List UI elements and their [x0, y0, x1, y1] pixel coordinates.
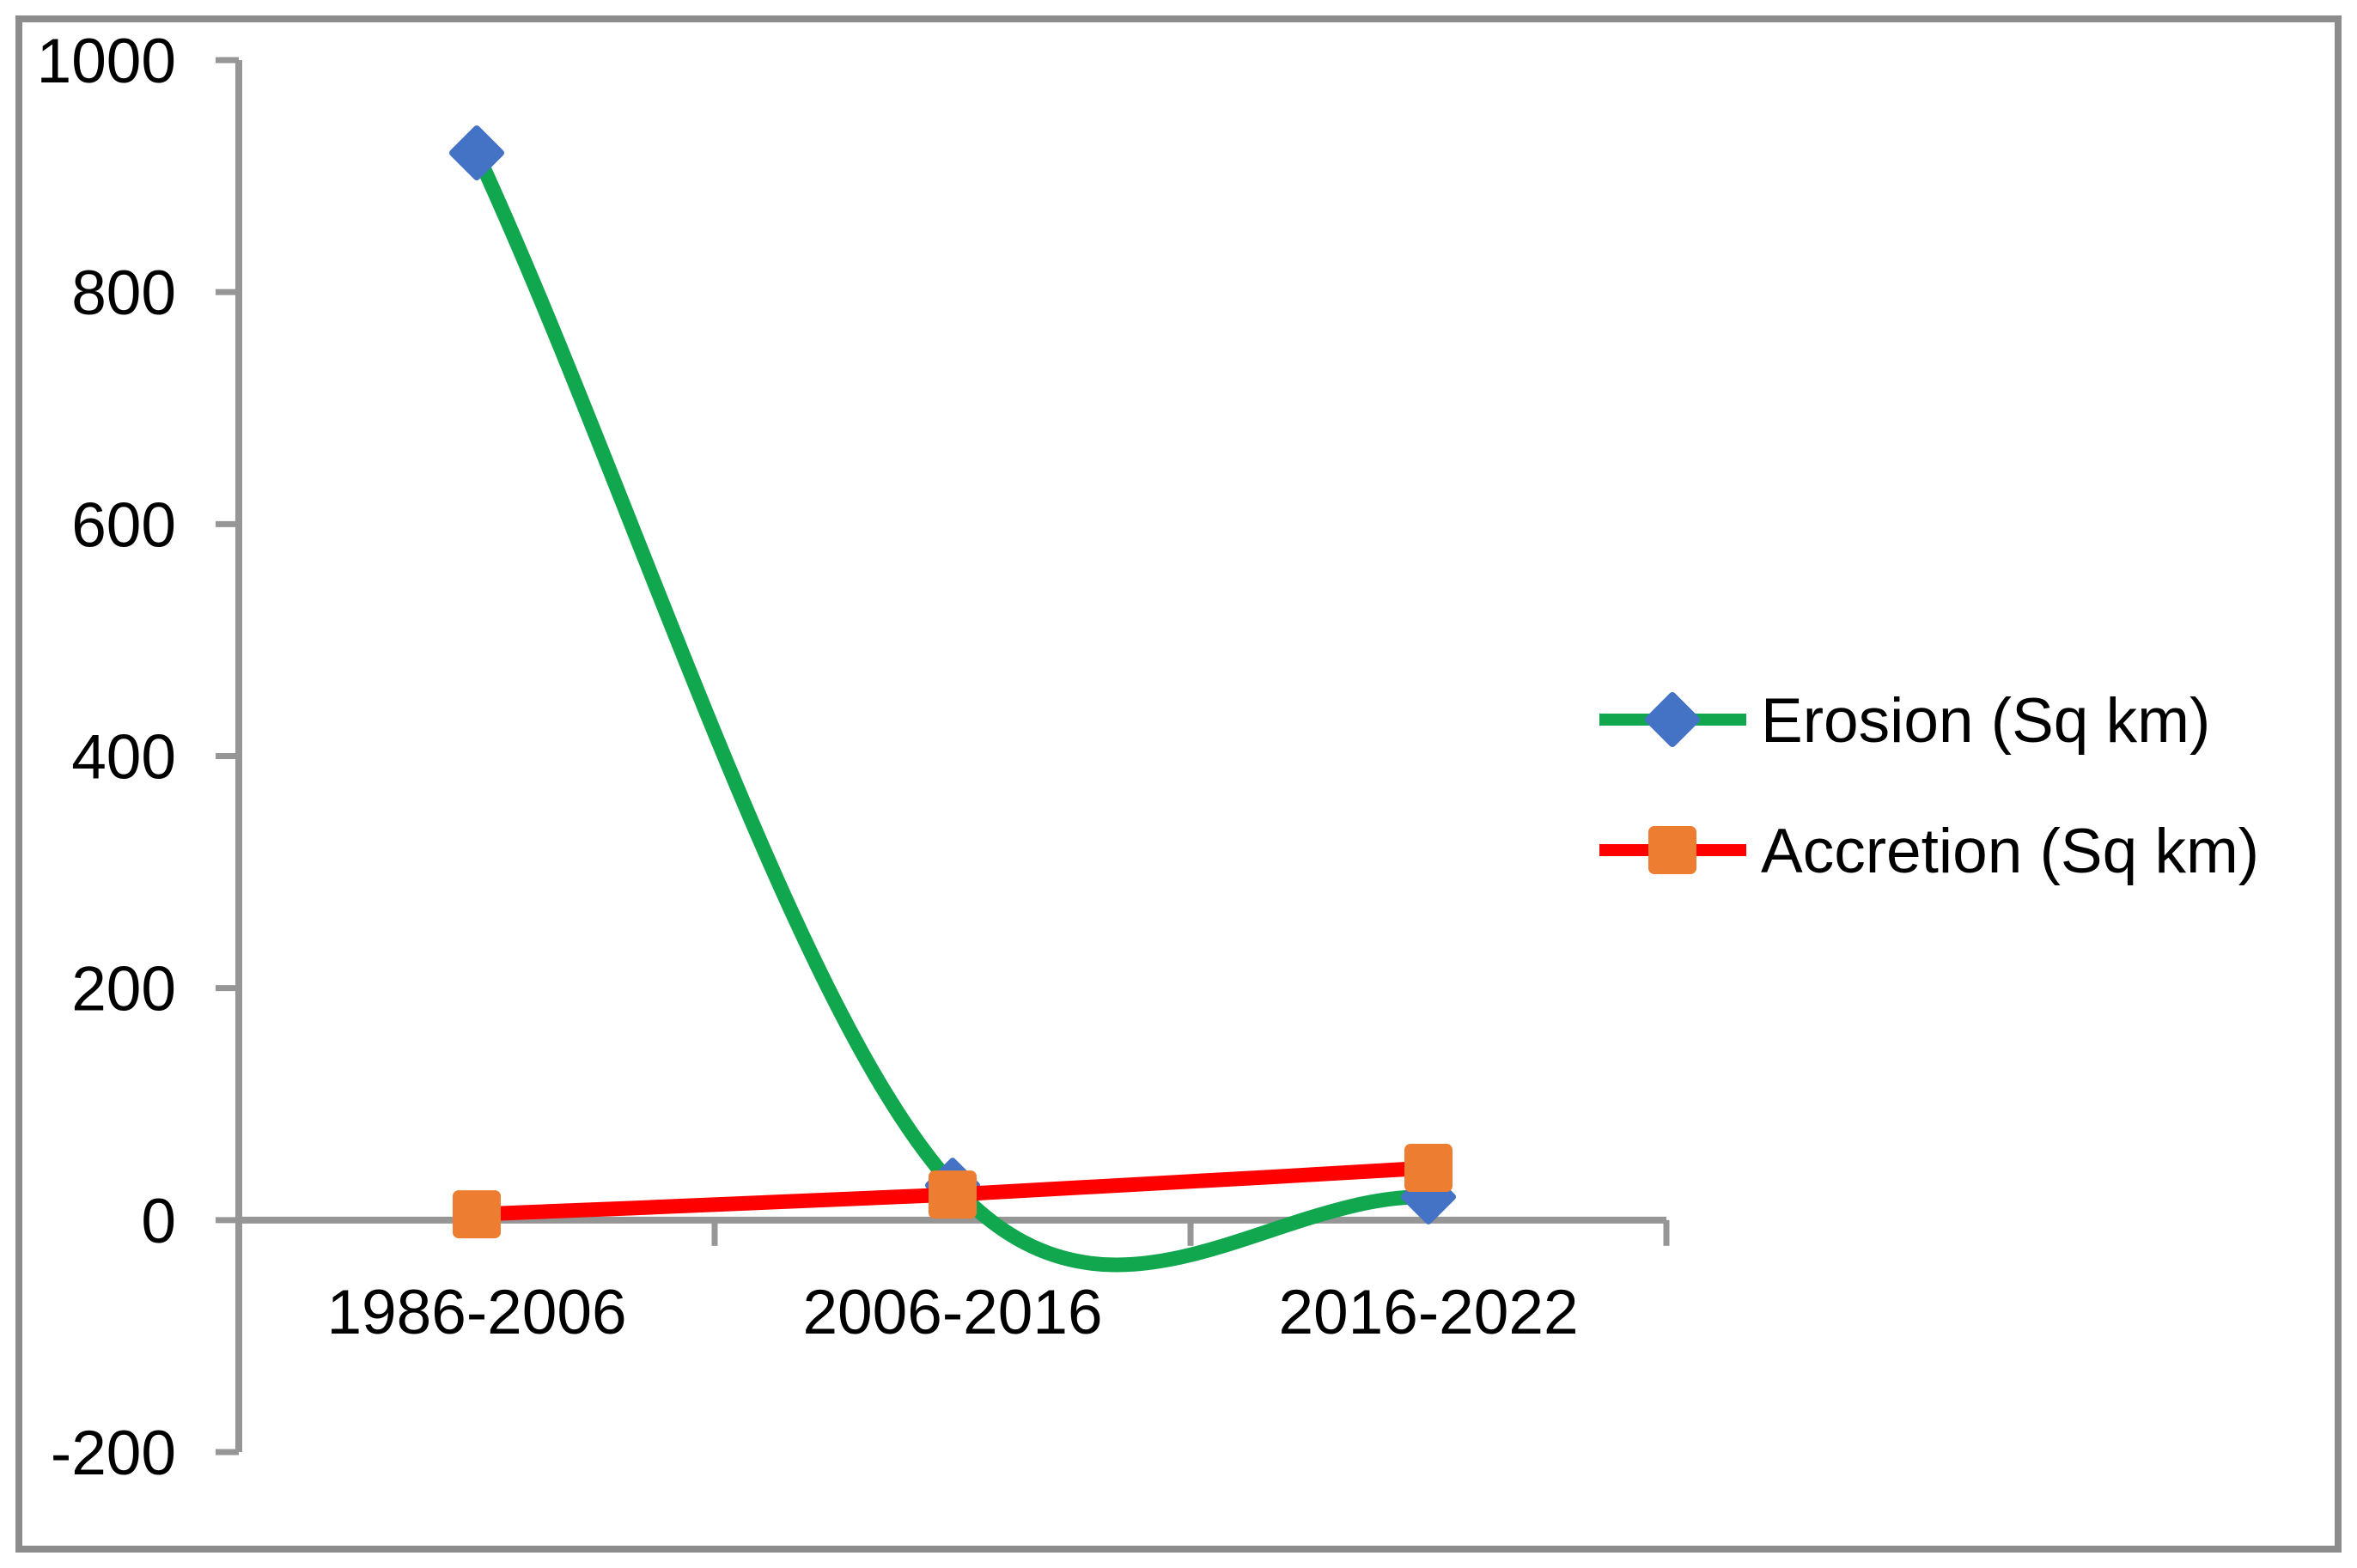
- y-tick-label: 1000: [37, 27, 176, 96]
- x-category-label: 2006-2016: [802, 1278, 1102, 1347]
- x-category-label: 2016-2022: [1278, 1278, 1578, 1347]
- y-tick-label: 800: [71, 258, 176, 328]
- y-tick-label: 400: [71, 723, 176, 793]
- chart-border: [15, 15, 2342, 1553]
- legend-label-accretion: Accretion (Sq km): [1761, 817, 2259, 886]
- x-category-label: 1986-2006: [326, 1278, 626, 1347]
- y-tick-label: 600: [71, 490, 176, 560]
- legend-square-icon: [1648, 826, 1696, 874]
- erosion-line: [469, 145, 1436, 1273]
- legend-label-erosion: Erosion (Sq km): [1761, 686, 2210, 756]
- erosion-diamond-marker: [449, 125, 504, 181]
- legend-item-accretion: Accretion (Sq km): [1599, 817, 2259, 886]
- accretion-square-marker: [453, 1190, 501, 1239]
- accretion-square-marker: [929, 1170, 977, 1219]
- legend-item-erosion: Erosion (Sq km): [1599, 686, 2210, 756]
- y-tick-label: -200: [51, 1419, 176, 1488]
- legend-diamond-icon: [1645, 692, 1700, 747]
- accretion-square-marker: [1404, 1144, 1453, 1193]
- legend: Erosion (Sq km) Accretion (Sq km): [1599, 686, 2259, 886]
- y-tick-label: 0: [141, 1187, 176, 1256]
- y-tick-label: 200: [71, 955, 176, 1024]
